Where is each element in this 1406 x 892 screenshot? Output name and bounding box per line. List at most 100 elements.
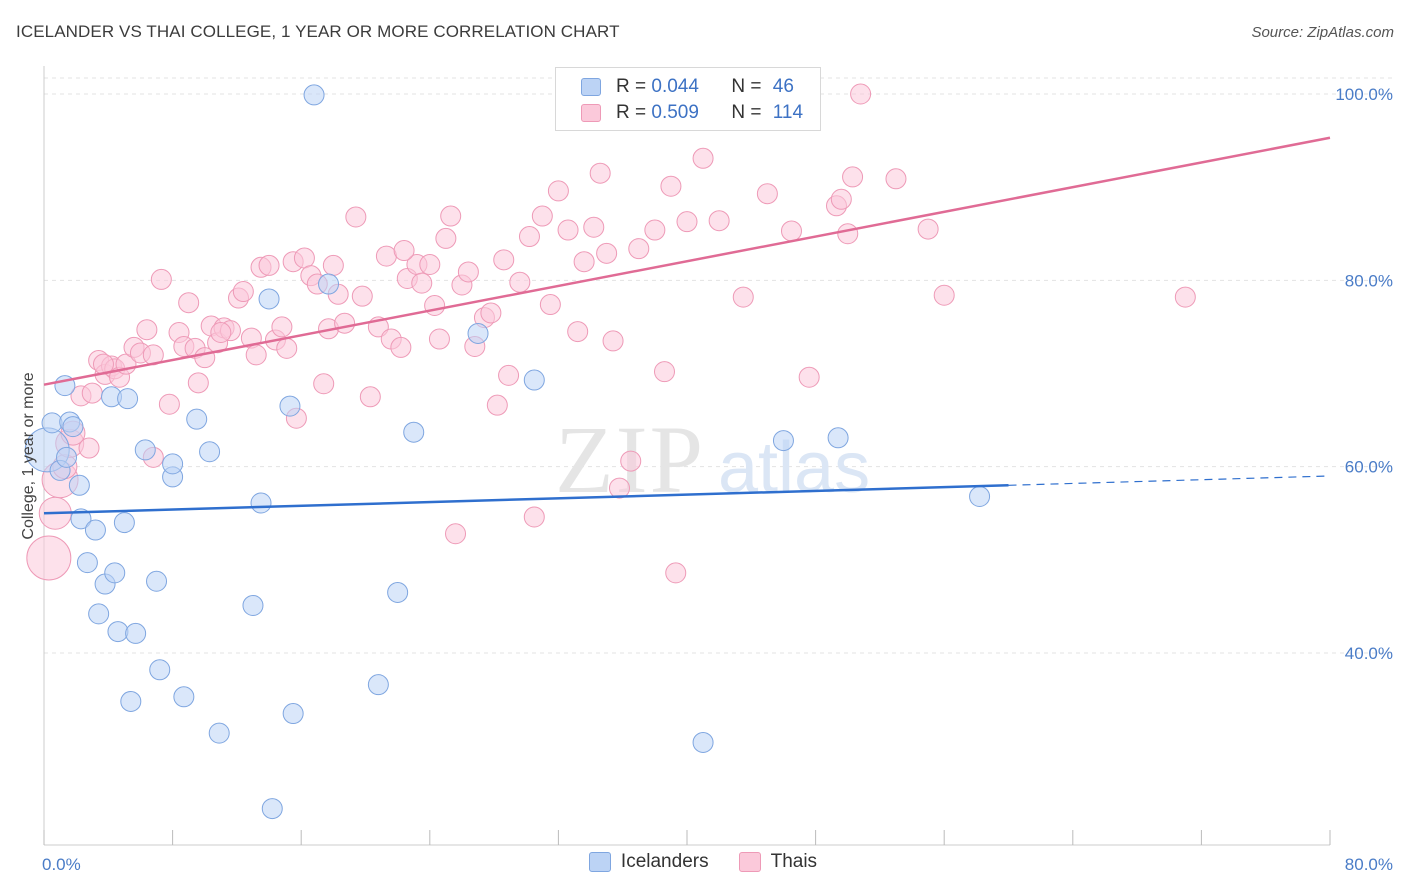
y-tick-label: 80.0% <box>1345 271 1393 290</box>
thai-point <box>509 271 531 293</box>
thai-point <box>837 223 859 245</box>
thai-point <box>440 205 462 227</box>
legend-n-label: N = <box>731 76 767 97</box>
icelander-point <box>242 594 264 616</box>
thai-point <box>660 175 682 197</box>
legend-swatch-blue <box>588 852 611 872</box>
thai-point <box>210 322 232 344</box>
icelanders-trendline-extension <box>1008 475 1331 486</box>
thai-point <box>1174 286 1196 308</box>
thai-point <box>293 247 315 269</box>
legend-label-icelanders: Icelanders <box>620 851 709 872</box>
thai-point <box>780 220 802 242</box>
thai-point <box>885 168 907 190</box>
icelander-point <box>56 446 78 468</box>
icelander-point <box>208 722 230 744</box>
legend-r-label: R = <box>616 76 652 97</box>
thai-point <box>573 251 595 273</box>
thai-point <box>78 437 100 459</box>
icelander-point <box>70 508 92 530</box>
thai-point <box>26 535 72 581</box>
thai-point <box>393 240 415 262</box>
thai-point <box>620 450 642 472</box>
thai-point <box>557 219 579 241</box>
thai-point <box>933 284 955 306</box>
icelander-point <box>186 408 208 430</box>
thai-point <box>493 249 515 271</box>
source-credit: Source: ZipAtlas.com <box>1251 24 1394 41</box>
thai-point <box>428 328 450 350</box>
y-tick-label: 60.0% <box>1345 458 1393 477</box>
legend-row-thais: R = 0.509 N = 114 <box>556 100 803 126</box>
legend-n-value: 114 <box>772 102 804 123</box>
legend-row-icelanders: R = 0.044 N = 46 <box>556 74 794 100</box>
thai-point <box>850 83 872 105</box>
icelander-point <box>403 421 425 443</box>
icelander-point <box>68 474 90 496</box>
icelander-point <box>104 562 126 584</box>
icelander-point <box>282 703 304 725</box>
icelander-point <box>162 453 184 475</box>
legend-swatch-blue <box>581 78 601 96</box>
icelander-point <box>125 622 147 644</box>
thai-point <box>917 218 939 240</box>
thai-point <box>523 506 545 528</box>
thai-point <box>665 562 687 584</box>
thai-point <box>276 337 298 359</box>
legend-r-value: 0.044 <box>651 76 699 97</box>
x-tick-labels: 0.0% 80.0% <box>42 855 1393 874</box>
icelander-point <box>367 674 389 696</box>
x-tick-label: 80.0% <box>1345 855 1393 874</box>
icelander-point <box>84 519 106 541</box>
x-tick-label: 0.0% <box>42 855 81 874</box>
icelander-point <box>318 273 340 295</box>
thai-point <box>345 206 367 228</box>
icelanders-trendline <box>43 484 1009 515</box>
thai-point <box>419 253 441 275</box>
icelander-point <box>772 430 794 452</box>
icelander-point <box>303 84 325 106</box>
icelander-point <box>387 581 409 603</box>
icelander-point <box>146 570 168 592</box>
legend-n-label: N = <box>731 102 767 123</box>
thai-point <box>830 188 852 210</box>
thai-point <box>390 336 412 358</box>
y-tick-labels: 100.0% 80.0% 60.0% 40.0% <box>1335 85 1393 663</box>
thai-point <box>732 286 754 308</box>
icelander-point <box>279 395 301 417</box>
thai-point <box>708 210 730 232</box>
icelander-point <box>88 603 110 625</box>
icelander-point <box>113 512 135 534</box>
thais-trendline <box>43 136 1331 386</box>
icelander-point <box>969 485 991 507</box>
legend-swatch-pink <box>581 104 601 122</box>
legend-item-icelanders[interactable]: Icelanders <box>588 851 709 873</box>
icelander-point <box>149 659 171 681</box>
icelander-point <box>41 412 63 434</box>
thai-point <box>692 147 714 169</box>
icelander-point <box>261 798 283 820</box>
thai-point <box>842 166 864 188</box>
thai-point <box>334 312 356 334</box>
thai-point <box>232 281 254 303</box>
icelander-point <box>173 686 195 708</box>
icelander-point <box>62 416 84 438</box>
thai-point <box>486 394 508 416</box>
thai-point <box>756 183 778 205</box>
thai-point <box>628 238 650 260</box>
stats-legend: R = 0.044 N = 46 R = 0.509 N = 114 <box>555 67 821 131</box>
thai-point <box>798 366 820 388</box>
thai-point <box>81 382 103 404</box>
thai-point <box>271 316 293 338</box>
icelander-point <box>827 427 849 449</box>
thai-point <box>178 292 200 314</box>
thai-point <box>583 216 605 238</box>
icelander-point <box>199 441 221 463</box>
thai-point <box>322 254 344 276</box>
legend-item-thais[interactable]: Thais <box>738 851 817 873</box>
legend-swatch-pink <box>738 852 761 872</box>
thai-point <box>359 386 381 408</box>
thai-point <box>589 162 611 184</box>
series-legend: Icelanders Thais <box>0 851 1406 873</box>
thai-point <box>411 272 433 294</box>
